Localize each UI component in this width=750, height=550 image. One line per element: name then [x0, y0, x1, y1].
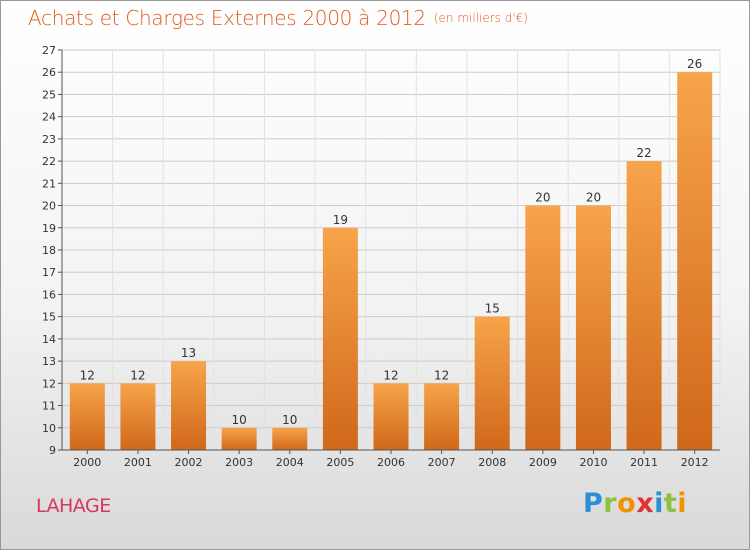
x-tick-label: 2008 [478, 456, 506, 469]
logo-letter: r [603, 488, 618, 519]
logo-letter: P [583, 488, 604, 519]
y-tick-label: 13 [42, 355, 56, 368]
y-tick-label: 24 [42, 111, 56, 124]
y-tick-label: 11 [42, 400, 56, 413]
x-tick-label: 2001 [124, 456, 152, 469]
bar [373, 383, 409, 450]
unit-note: (en milliers d'€) [433, 11, 528, 25]
logo-letter: i [677, 488, 688, 519]
data-label: 12 [383, 368, 398, 382]
y-tick-label: 25 [42, 88, 56, 101]
chart-title: Achats et Charges Externes 2000 à 2012 (e… [28, 6, 528, 30]
proxiti-logo: Proxiti [583, 488, 687, 519]
y-tick-label: 26 [42, 66, 56, 79]
data-label: 15 [485, 302, 500, 316]
bar [322, 227, 358, 450]
bar [525, 205, 561, 450]
logo-letter: x [636, 488, 655, 519]
y-tick-label: 17 [42, 266, 56, 279]
axes: 9 10 11 12 13 14 15 16 17 18 19 20 21 22 23 24 25 26 27 200… [42, 44, 720, 469]
y-tick-label: 21 [42, 177, 56, 190]
bar [626, 161, 662, 450]
bar [69, 383, 105, 450]
bar [272, 427, 308, 450]
y-tick-label: 16 [42, 288, 56, 301]
x-tick-label: 2006 [377, 456, 405, 469]
data-label: 10 [282, 413, 297, 427]
commune-name: LAHAGE [36, 495, 111, 517]
x-tick-label: 2011 [630, 456, 658, 469]
y-tick-label: 19 [42, 222, 56, 235]
x-tick-label: 2010 [579, 456, 607, 469]
data-label: 20 [586, 191, 601, 205]
x-tick-label: 2003 [225, 456, 253, 469]
bar [677, 72, 713, 450]
y-tick-label: 18 [42, 244, 56, 257]
logo-letter: o [617, 488, 637, 519]
y-tick-label: 14 [42, 333, 56, 346]
data-label: 12 [80, 368, 95, 382]
data-label: 10 [232, 413, 247, 427]
bar [171, 361, 207, 450]
y-tick-label: 9 [49, 444, 56, 457]
y-tick-label: 20 [42, 200, 56, 213]
y-tick-label: 23 [42, 133, 56, 146]
y-tick-label: 10 [42, 422, 56, 435]
x-tick-label: 2005 [326, 456, 354, 469]
x-tick-label: 2000 [73, 456, 101, 469]
y-tick-label: 12 [42, 377, 56, 390]
logo-letter: i [654, 488, 664, 519]
x-tick-label: 2007 [428, 456, 456, 469]
bar [221, 427, 257, 450]
x-tick-label: 2002 [175, 456, 203, 469]
data-label: 20 [535, 191, 550, 205]
y-tick-label: 27 [42, 44, 56, 57]
title-text: Achats et Charges Externes 2000 à 2012 [28, 6, 426, 30]
logo-letter: t [663, 488, 678, 519]
data-label: 13 [181, 346, 196, 360]
data-label: 12 [434, 368, 449, 382]
data-label: 19 [333, 213, 348, 227]
x-tick-label: 2004 [276, 456, 304, 469]
data-label: 22 [636, 146, 651, 160]
data-label: 12 [130, 368, 145, 382]
bars: 12 12 13 10 10 19 12 12 15 20 20 22 26 [69, 57, 713, 450]
bar [120, 383, 156, 450]
y-tick-label: 15 [42, 311, 56, 324]
bar [424, 383, 460, 450]
x-tick-label: 2012 [681, 456, 709, 469]
y-tick-label: 22 [42, 155, 56, 168]
data-label: 26 [687, 57, 702, 71]
bar [474, 316, 510, 450]
x-tick-label: 2009 [529, 456, 557, 469]
bar [575, 205, 611, 450]
